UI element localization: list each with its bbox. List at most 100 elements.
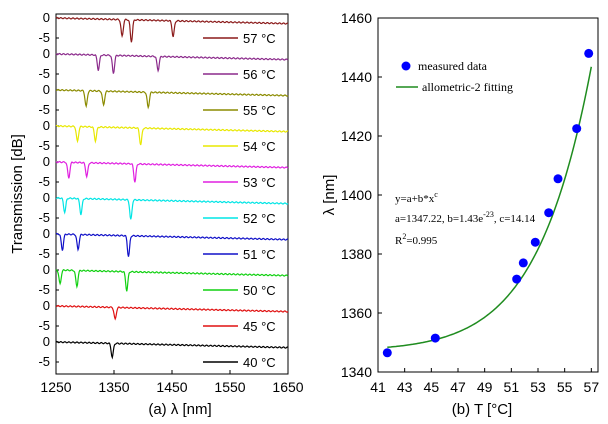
y-tick-label: 0 bbox=[43, 298, 50, 313]
x-tick-label: 53 bbox=[530, 379, 546, 395]
fit-parameters-suffix: , c=14.14 bbox=[494, 213, 536, 225]
data-point bbox=[544, 208, 554, 218]
spectrum-panel: 0 -5 50 °C bbox=[38, 262, 289, 298]
fit-annotation: y=a+b*xc a=1347.22, b=1.43e-23, c=14.14 … bbox=[395, 190, 536, 247]
legend-label-fit: allometric-2 fitting bbox=[422, 80, 513, 94]
x-tick-label: 43 bbox=[397, 379, 413, 395]
x-tick-label: 51 bbox=[504, 379, 520, 395]
x-tick-label: 1650 bbox=[272, 379, 303, 395]
y-tick-label: 0 bbox=[43, 262, 50, 277]
data-point bbox=[584, 48, 594, 58]
spectrum-panel: 0 -5 56 °C bbox=[38, 46, 289, 82]
data-point bbox=[518, 258, 528, 268]
x-tick-label: 1350 bbox=[98, 379, 129, 395]
spectrum-panel: 0 -5 45 °C bbox=[38, 298, 289, 334]
x-tick-label: 57 bbox=[584, 379, 600, 395]
y-tick-label: 1420 bbox=[341, 128, 372, 144]
spectrum-panel: 0 -5 57 °C bbox=[38, 10, 288, 46]
spectrum-line bbox=[55, 160, 289, 183]
legend-label: 40 °C bbox=[243, 355, 276, 370]
fit-r-squared-exponent: 2 bbox=[402, 232, 406, 241]
legend-label: 57 °C bbox=[243, 31, 276, 46]
data-point bbox=[530, 237, 540, 247]
y-tick-label: -5 bbox=[38, 138, 50, 153]
x-tick-label: 1450 bbox=[156, 379, 187, 395]
spectrum-line bbox=[55, 269, 289, 292]
y-tick-label: 1400 bbox=[341, 187, 372, 203]
spectrum-panel: 0 -5 53 °C bbox=[38, 154, 289, 190]
y-tick-label: 0 bbox=[43, 226, 50, 241]
legend-label: 50 °C bbox=[243, 283, 276, 298]
y-tick-label: -5 bbox=[38, 102, 50, 117]
x-tick-label: 1550 bbox=[214, 379, 245, 395]
spectrum-line bbox=[55, 52, 289, 74]
data-point bbox=[430, 333, 440, 343]
y-tick-label: -5 bbox=[38, 246, 50, 261]
y-tick-label: 0 bbox=[43, 154, 50, 169]
y-tick-label: 0 bbox=[43, 10, 50, 25]
fit-r-squared-prefix: R bbox=[395, 235, 403, 247]
fit-r-squared-suffix: =0.995 bbox=[406, 235, 437, 247]
spectrum-line bbox=[55, 124, 289, 146]
spectrum-panel: 0 -5 40 °C bbox=[38, 334, 289, 370]
legend-label: 56 °C bbox=[243, 67, 276, 82]
left-caption: (a) λ [nm] bbox=[148, 401, 211, 418]
fit-curve bbox=[387, 66, 593, 349]
left-y-axis-label: Transmission [dB] bbox=[9, 134, 26, 253]
y-tick-label: 0 bbox=[43, 118, 50, 133]
y-tick-label: -5 bbox=[38, 174, 50, 189]
legend-label-measured: measured data bbox=[418, 59, 488, 73]
spectrum-panel: 0 -5 52 °C bbox=[38, 190, 289, 226]
y-tick-label: -5 bbox=[38, 66, 50, 81]
fit-parameters-prefix: a=1347.22, b=1.43e bbox=[395, 213, 483, 225]
legend-label: 54 °C bbox=[243, 139, 276, 154]
y-tick-label: 1360 bbox=[341, 305, 372, 321]
fit-equation: y=a+b*xc bbox=[395, 190, 438, 205]
y-tick-label: 0 bbox=[43, 82, 50, 97]
y-tick-label: -5 bbox=[38, 30, 50, 45]
spectrum-line bbox=[55, 196, 289, 220]
spectrum-line bbox=[55, 340, 289, 360]
y-tick-label: 1460 bbox=[341, 10, 372, 26]
x-tick-label: 49 bbox=[477, 379, 493, 395]
spectrum-panel: 0 -5 54 °C bbox=[38, 118, 289, 154]
spectrum-line bbox=[55, 232, 289, 257]
y-tick-label: 1380 bbox=[341, 246, 372, 262]
fit-parameters: a=1347.22, b=1.43e-23, c=14.14 bbox=[395, 210, 536, 225]
right-y-axis-label: λ [nm] bbox=[321, 175, 338, 216]
data-point bbox=[382, 348, 392, 358]
x-tick-label: 45 bbox=[424, 379, 440, 395]
y-tick-label: -5 bbox=[38, 354, 50, 369]
legend-label: 45 °C bbox=[243, 319, 276, 334]
y-tick-label: 1440 bbox=[341, 69, 372, 85]
fit-r-squared: R2=0.995 bbox=[395, 232, 438, 247]
legend-label: 52 °C bbox=[243, 211, 276, 226]
transmission-chart: 0-5 57 °C0-5 56 °C0-5 55 °C0-5 54 °C0-5 53 °C… bbox=[9, 10, 304, 418]
right-caption: (b) T [°C] bbox=[452, 401, 512, 418]
wavelength-vs-temperature-chart: 1340 1360 1380 1400 1420 1440 1460 41 43 45 47 49 5… bbox=[321, 10, 599, 418]
x-tick-label: 47 bbox=[450, 379, 466, 395]
data-point bbox=[553, 174, 563, 184]
legend-marker-measured bbox=[401, 61, 411, 71]
data-point bbox=[572, 124, 582, 134]
y-tick-label: 0 bbox=[43, 334, 50, 349]
fit-parameters-exponent: -23 bbox=[483, 210, 494, 219]
x-tick-label: 1250 bbox=[40, 379, 71, 395]
data-point bbox=[512, 274, 522, 284]
fit-equation-main: y=a+b*x bbox=[395, 193, 435, 205]
x-tick-label: 41 bbox=[370, 379, 386, 395]
legend: measured data allometric-2 fitting bbox=[396, 59, 513, 94]
y-tick-label: 1340 bbox=[341, 364, 372, 380]
y-tick-label: -5 bbox=[38, 210, 50, 225]
spectrum-panel: 0 -5 55 °C bbox=[38, 82, 289, 118]
spectrum-line bbox=[55, 16, 288, 43]
x-tick-label: 55 bbox=[557, 379, 573, 395]
fit-equation-exponent: c bbox=[434, 190, 438, 199]
spectrum-panel: 0 -5 51 °C bbox=[38, 226, 289, 262]
legend-label: 55 °C bbox=[243, 103, 276, 118]
legend-label: 53 °C bbox=[243, 175, 276, 190]
spectrum-line bbox=[55, 88, 289, 110]
y-tick-label: 0 bbox=[43, 46, 50, 61]
y-tick-label: 0 bbox=[43, 190, 50, 205]
